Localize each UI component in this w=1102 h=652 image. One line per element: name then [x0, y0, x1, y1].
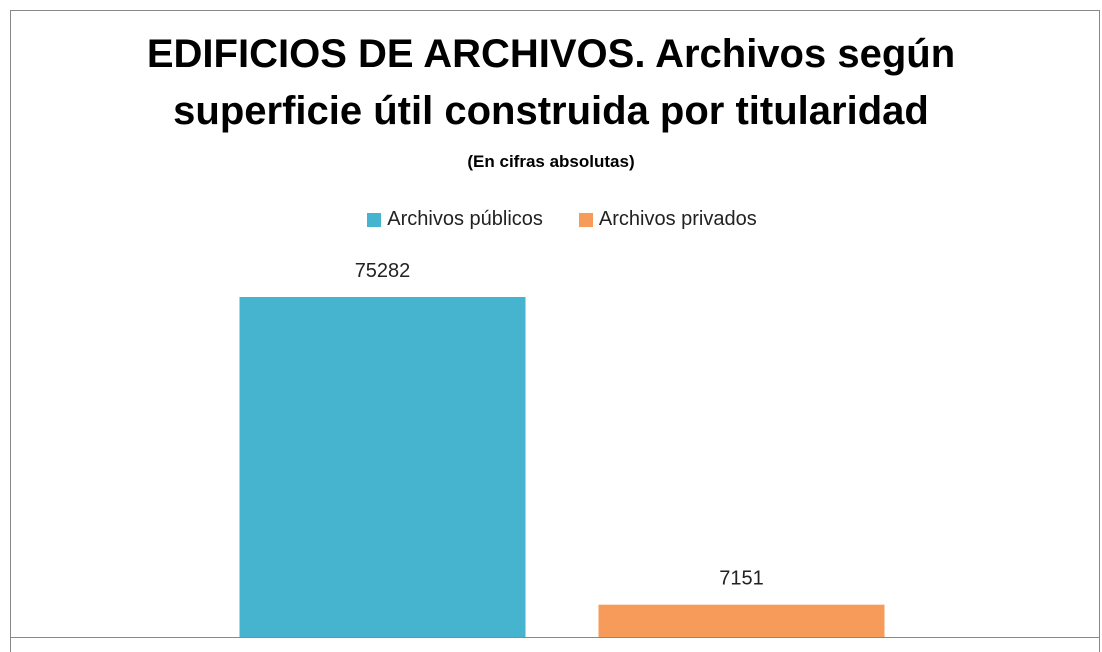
- bar: [598, 604, 885, 637]
- legend-label: Archivos privados: [598, 208, 757, 230]
- chart-subtitle: (En cifras absolutas): [467, 152, 635, 171]
- legend-label: Archivos públicos: [387, 208, 543, 230]
- bar: [239, 297, 526, 637]
- data-label: 7151: [719, 568, 764, 590]
- legend-swatch: [367, 212, 382, 227]
- legend-item: Archivos públicos: [367, 208, 543, 231]
- legend-item: Archivos privados: [578, 208, 757, 231]
- chart-title: EDIFICIOS DE ARCHIVOS. Archivos según su…: [146, 32, 956, 133]
- chart-frame: [10, 10, 1100, 652]
- legend: Archivos públicos Archivos privados: [0, 208, 1102, 231]
- legend-swatch: [578, 212, 593, 227]
- data-label: 75282: [355, 260, 411, 282]
- chart-title-box: EDIFICIOS DE ARCHIVOS. Archivos según su…: [0, 26, 1102, 140]
